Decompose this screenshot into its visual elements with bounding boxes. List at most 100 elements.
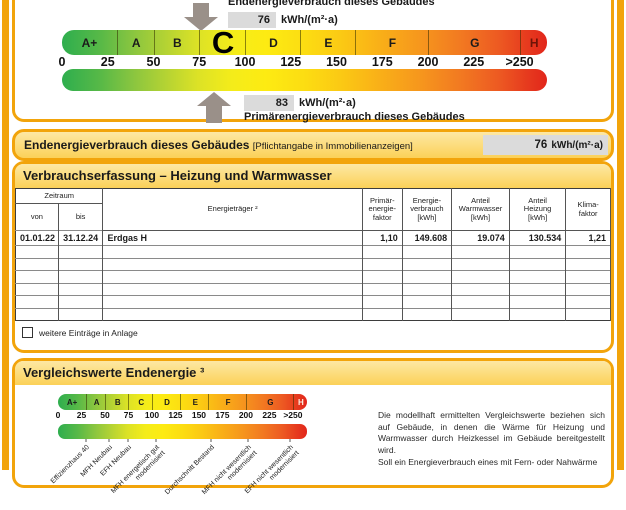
table-cell bbox=[565, 245, 611, 258]
page-frame-left bbox=[2, 0, 9, 470]
table-cell: 1,10 bbox=[362, 230, 403, 246]
table-cell bbox=[15, 270, 59, 283]
comparison-scale-ticks: 0 25 50 75 100 125 150 175 200 225 >250 bbox=[55, 410, 307, 423]
table-cell bbox=[362, 282, 403, 296]
end-energy-band: Endenergieverbrauch dieses Gebäudes [Pfl… bbox=[12, 129, 614, 161]
energy-class-C: C bbox=[128, 394, 152, 410]
primary-energy-label: Primärenergieverbrauch dieses Gebäudes bbox=[244, 111, 465, 123]
table-cell bbox=[102, 257, 363, 271]
comparison-scale: A+ A B C D E F G H 0 25 50 75 100 125 150 175 200 225 >250… bbox=[49, 394, 311, 496]
comparison-gradient-bar bbox=[58, 424, 307, 439]
table-cell bbox=[402, 245, 453, 258]
comparison-panel: Vergleichswerte Endenergie ³ A+ A B C D E F G H … bbox=[12, 358, 614, 496]
table-cell: 01.01.22 bbox=[15, 230, 59, 246]
scale-tick-125: 125 bbox=[168, 410, 183, 420]
table-cell bbox=[565, 270, 611, 283]
scale-tick-225: 225 bbox=[463, 55, 485, 69]
table-cell bbox=[102, 307, 363, 321]
more-entries-checkbox[interactable] bbox=[22, 327, 33, 338]
table-cell bbox=[15, 282, 59, 296]
table-cell bbox=[509, 245, 567, 258]
scale-tick-25: 25 bbox=[100, 55, 115, 69]
table-cell: Erdgas H bbox=[102, 230, 363, 246]
comparison-tickmark bbox=[289, 439, 291, 442]
col-header-klimafaktor: Klima- faktor bbox=[565, 188, 611, 231]
energy-class-B: B bbox=[104, 394, 129, 410]
comparison-explanation: Die modellhaft ermittelten Vergleichswer… bbox=[378, 410, 605, 470]
primary-energy-value: 83 bbox=[244, 95, 294, 111]
comparison-tickmark bbox=[127, 439, 129, 442]
comparison-class-bar: A+ A B C D E F G H bbox=[58, 394, 307, 410]
table-cell bbox=[58, 295, 104, 308]
table-cell bbox=[402, 282, 453, 296]
scale-tick-0: 0 bbox=[55, 410, 61, 420]
col-header-primaerfaktor: Primär- energie- faktor bbox=[362, 188, 403, 231]
scale-tick-100: 100 bbox=[234, 55, 256, 69]
table-cell bbox=[451, 295, 510, 308]
energy-class-A: A bbox=[116, 30, 155, 55]
scale-tick-200: 200 bbox=[238, 410, 254, 420]
comparison-tickmark bbox=[155, 439, 157, 442]
energy-scale-panel: Endenergieverbrauch dieses Gebäudes 76 k… bbox=[12, 0, 614, 123]
page-frame-right bbox=[617, 0, 624, 470]
table-cell bbox=[509, 270, 567, 283]
end-energy-band-note: [Pflichtangabe in Immobilienanzeigen] bbox=[252, 141, 413, 152]
table-cell bbox=[15, 295, 59, 308]
scale-tick-200: 200 bbox=[417, 55, 439, 69]
end-energy-label: Endenergieverbrauch dieses Gebäudes bbox=[228, 0, 435, 8]
energy-class-F: F bbox=[208, 394, 247, 410]
table-row: 01.01.22 31.12.24 Erdgas H 1,10 149.608 19.07… bbox=[15, 230, 611, 246]
table-cell bbox=[509, 282, 567, 296]
table-cell bbox=[102, 270, 363, 283]
end-energy-band-value-box: 76 kWh/(m²·a) bbox=[483, 135, 608, 155]
col-header-heizung: Anteil Heizung [kWh] bbox=[509, 188, 567, 231]
comparison-paragraph: Soll ein Energieverbrauch eines mit Fern… bbox=[378, 457, 598, 467]
table-cell bbox=[565, 307, 611, 321]
energy-class-G: G bbox=[428, 30, 521, 55]
table-cell bbox=[451, 245, 510, 258]
table-cell: 1,21 bbox=[565, 230, 611, 246]
end-energy-unit: kWh/(m²·a) bbox=[281, 14, 338, 26]
energy-class-G: G bbox=[245, 394, 294, 410]
table-row-empty bbox=[15, 257, 611, 271]
comparison-labels: Effizienzhaus 40 MFH Neubau EFH Neubau MFH … bbox=[50, 439, 307, 496]
scale-tick-150: 150 bbox=[191, 410, 207, 420]
table-cell bbox=[58, 282, 104, 296]
table-cell bbox=[451, 307, 510, 321]
table-cell bbox=[15, 245, 59, 258]
end-energy-band-title-text: Endenergieverbrauch dieses Gebäudes bbox=[24, 138, 250, 152]
energy-class-A+: A+ bbox=[81, 35, 98, 50]
col-header-zeitraum: Zeitraum bbox=[15, 188, 104, 204]
scale-tick-175: 175 bbox=[371, 55, 393, 69]
table-cell bbox=[451, 282, 510, 296]
energy-class-E: E bbox=[180, 394, 209, 410]
table-cell bbox=[362, 245, 403, 258]
table-cell bbox=[451, 257, 510, 271]
col-header-von: von bbox=[15, 203, 59, 231]
scale-tick-225: 225 bbox=[262, 410, 277, 420]
end-energy-band-value: 76 bbox=[534, 139, 548, 151]
more-entries-label: weitere Einträge in Anlage bbox=[39, 327, 138, 338]
scale-tick-75: 75 bbox=[123, 410, 134, 420]
table-cell bbox=[402, 307, 453, 321]
scale-tick->250: >250 bbox=[505, 55, 534, 69]
scale-tick-50: 50 bbox=[100, 410, 110, 420]
scale-tick-125: 125 bbox=[280, 55, 302, 69]
table-row-empty bbox=[15, 307, 611, 321]
energy-class-A+: A+ bbox=[66, 397, 78, 407]
table-cell bbox=[402, 295, 453, 308]
col-header-energietraeger: Energieträger ² bbox=[102, 188, 363, 231]
table-cell bbox=[102, 282, 363, 296]
primary-energy-gradient-bar bbox=[62, 69, 547, 91]
table-cell bbox=[565, 282, 611, 296]
table-cell: 31.12.24 bbox=[58, 230, 104, 246]
energy-class-bar: A+ A B C D E F G H bbox=[62, 30, 547, 55]
table-cell: 149.608 bbox=[402, 230, 453, 246]
table-cell: 130.534 bbox=[509, 230, 567, 246]
table-cell bbox=[58, 307, 104, 321]
table-cell bbox=[565, 257, 611, 271]
table-row-empty bbox=[15, 295, 611, 308]
table-cell bbox=[58, 270, 104, 283]
scale-tick->250: >250 bbox=[283, 410, 303, 420]
consumption-section-title: Verbrauchserfassung – Heizung und Warmwa… bbox=[15, 164, 611, 188]
